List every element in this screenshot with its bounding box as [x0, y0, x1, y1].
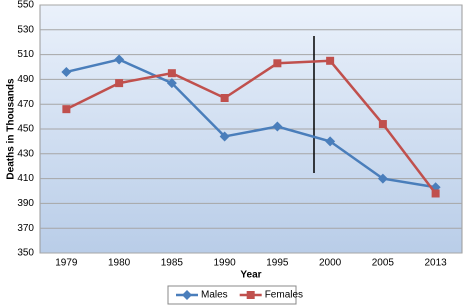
marker [114, 54, 125, 65]
marker [246, 291, 255, 299]
y-tick-label: 450 [17, 124, 34, 135]
x-axis-title: Year [240, 270, 261, 281]
marker [431, 189, 440, 198]
series-line [66, 58, 436, 189]
y-tick-label: 410 [17, 173, 34, 184]
series-layer [61, 54, 441, 198]
marker [62, 105, 71, 114]
legend [167, 285, 297, 305]
y-tick-label: 370 [17, 223, 34, 234]
marker [182, 290, 192, 300]
y-tick-label: 470 [17, 99, 34, 110]
y-tick-label: 510 [17, 49, 34, 60]
x-tick-label: 1985 [161, 258, 184, 269]
marker [61, 66, 72, 77]
y-tick-label: 390 [17, 198, 34, 209]
marker [220, 94, 229, 102]
marker [377, 173, 388, 184]
series-line [65, 59, 437, 195]
legend-label: Males [201, 290, 228, 301]
y-tick-label: 550 [17, 0, 34, 11]
marker [326, 56, 335, 65]
x-tick-label: 1979 [55, 258, 78, 269]
x-tick-label: 1980 [108, 258, 131, 269]
marker [378, 120, 387, 129]
x-tick-label: 1995 [266, 258, 289, 269]
legend-label: Females [265, 290, 303, 301]
y-axis-title: Deaths in Thousands [6, 78, 17, 180]
marker [115, 79, 124, 88]
marker [273, 59, 282, 68]
y-tick-label: 430 [17, 148, 34, 159]
y-tick-label: 490 [17, 74, 34, 85]
marker [166, 78, 177, 89]
x-tick-label: 2013 [425, 258, 448, 269]
x-tick-label: 1990 [214, 258, 237, 269]
y-tick-label: 350 [17, 248, 34, 259]
x-tick-label: 2005 [372, 258, 395, 269]
marker [325, 136, 336, 147]
y-tick-label: 530 [17, 24, 34, 35]
legend-items: Males Females [176, 290, 303, 301]
marker [167, 69, 176, 78]
marker [272, 121, 283, 132]
x-tick-label: 2000 [319, 258, 342, 269]
marker [219, 131, 230, 142]
grid [40, 4, 462, 254]
